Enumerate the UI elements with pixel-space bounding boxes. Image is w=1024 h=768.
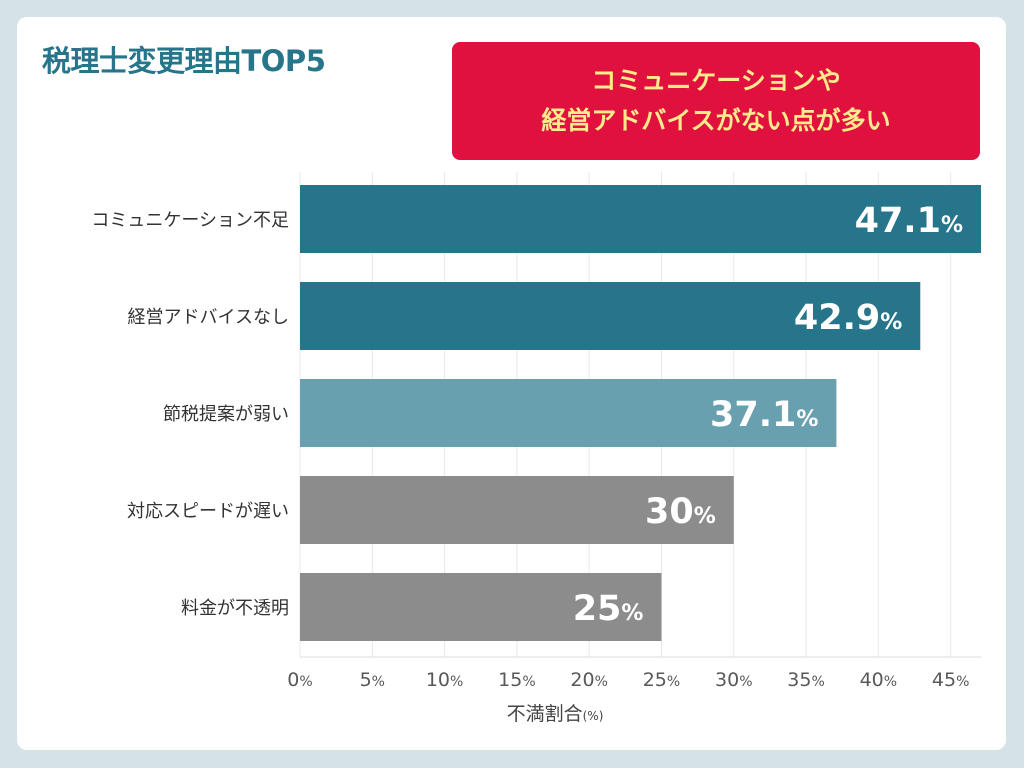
data-label: 30%: [645, 492, 716, 532]
category-label: 節税提案が弱い: [163, 404, 289, 425]
data-label: 47.1%: [855, 201, 963, 241]
callout-box: コミュニケーションや 経営アドバイスがない点が多い: [452, 42, 980, 160]
callout-line-2: 経営アドバイスがない点が多い: [541, 106, 891, 135]
category-label: 対応スピードが遅い: [127, 501, 289, 522]
x-axis-title: 不満割合(%): [507, 703, 604, 725]
callout-line-1: コミュニケーションや: [591, 66, 841, 95]
x-tick-label: 40%: [860, 669, 898, 691]
bar: [300, 573, 662, 641]
x-tick-label: 15%: [498, 669, 536, 691]
x-tick-label: 30%: [715, 669, 753, 691]
bar: [300, 185, 981, 253]
category-label: 経営アドバイスなし: [128, 307, 289, 328]
bar: [300, 282, 921, 350]
x-tick-label: 0%: [287, 669, 312, 691]
page-title: 税理士変更理由TOP5: [42, 44, 326, 78]
data-label: 37.1%: [710, 395, 818, 435]
x-tick-label: 35%: [787, 669, 825, 691]
data-label: 25%: [573, 589, 644, 629]
bar: [300, 379, 837, 447]
x-tick-label: 10%: [426, 669, 464, 691]
category-label: コミュニケーション不足: [91, 210, 289, 231]
bar: [300, 476, 734, 544]
data-label: 42.9%: [794, 298, 902, 338]
x-tick-label: 25%: [643, 669, 681, 691]
category-label: 料金が不透明: [181, 598, 289, 619]
x-tick-label: 5%: [360, 669, 385, 691]
x-tick-label: 45%: [932, 669, 970, 691]
x-tick-label: 20%: [570, 669, 608, 691]
